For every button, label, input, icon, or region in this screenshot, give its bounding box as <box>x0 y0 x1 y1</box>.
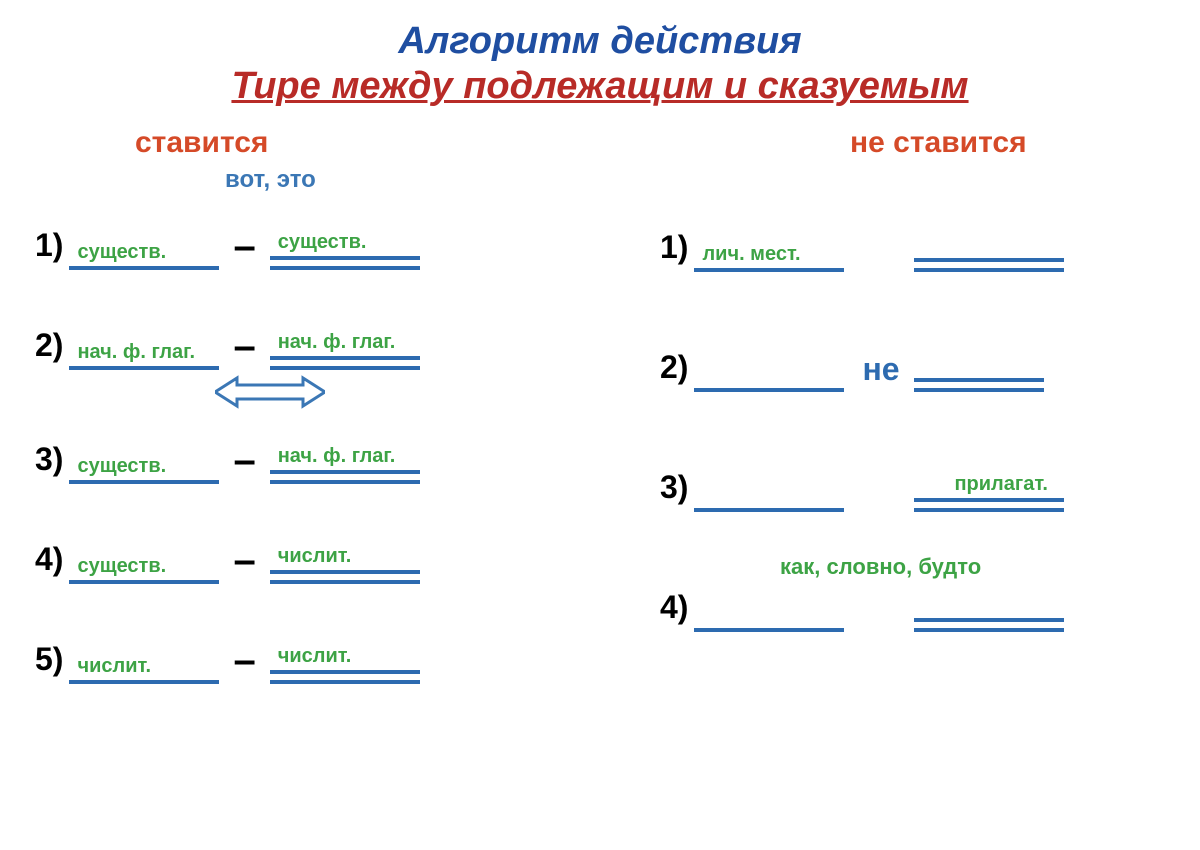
column-right: не ставится 1) лич. мест. 2) не 3) прилагат. 4… <box>600 126 1165 712</box>
right-row: 4)как, словно, будто <box>660 560 1165 632</box>
predicate-part: числит. <box>270 545 420 584</box>
middle-word <box>844 268 914 272</box>
subject-label: нач. ф. глаг. <box>77 341 195 364</box>
middle-word: не <box>844 351 913 392</box>
row-number: 1) <box>660 229 688 272</box>
title-line-1: Алгоритм действия <box>35 20 1165 63</box>
subject-part: существ. <box>69 241 219 270</box>
right-row: 3) прилагат. <box>660 440 1165 512</box>
subject-underline <box>694 628 844 632</box>
row-number: 4) <box>35 541 63 584</box>
subject-part: существ. <box>69 455 219 484</box>
right-row: 1) лич. мест. <box>660 200 1165 272</box>
predicate-label: существ. <box>278 231 367 254</box>
predicate-underline <box>914 498 1064 512</box>
predicate-part: существ. <box>270 231 420 270</box>
left-row: 4) существ. –числит. <box>35 512 600 584</box>
comparative-words-label: как, словно, будто <box>780 554 981 580</box>
right-row: 2) не <box>660 320 1165 392</box>
subject-underline <box>69 580 219 584</box>
predicate-underline <box>914 378 1044 392</box>
subject-underline <box>694 268 844 272</box>
predicate-part <box>914 618 1064 632</box>
subject-label: числит. <box>77 655 151 678</box>
subject-underline <box>69 480 219 484</box>
predicate-part <box>914 258 1064 272</box>
row-number: 2) <box>660 349 688 392</box>
predicate-label: числит. <box>278 645 352 668</box>
left-row: 1)существ.–существ. <box>35 198 600 270</box>
middle-word <box>844 628 914 632</box>
left-row: 3) существ. –нач. ф. глаг. <box>35 412 600 484</box>
predicate-underline <box>914 618 1064 632</box>
predicate-label: числит. <box>278 545 352 568</box>
subject-part: лич. мест. <box>694 243 844 272</box>
dash-separator: – <box>219 540 269 584</box>
subject-part <box>694 628 844 632</box>
row-number: 1) <box>35 227 63 270</box>
subject-label: существ. <box>77 555 166 578</box>
predicate-label: нач. ф. глаг. <box>278 331 396 354</box>
row-number: 4) <box>660 589 688 632</box>
subject-part <box>694 508 844 512</box>
subject-label: существ. <box>77 241 166 264</box>
subject-underline <box>69 366 219 370</box>
subject-part: существ. <box>69 555 219 584</box>
dash-separator: – <box>219 226 269 270</box>
bidirectional-arrow-icon <box>215 374 325 410</box>
left-hint: вот, это <box>225 166 600 194</box>
predicate-part: нач. ф. глаг. <box>270 445 420 484</box>
subject-part <box>694 386 844 392</box>
subject-part: нач. ф. глаг. <box>69 341 219 370</box>
left-header: ставится <box>135 126 600 160</box>
middle-word <box>844 508 914 512</box>
predicate-label: прилагат. <box>954 473 1047 496</box>
predicate-part <box>914 378 1044 392</box>
row-number: 3) <box>35 441 63 484</box>
predicate-underline <box>270 670 420 684</box>
row-number: 2) <box>35 327 63 370</box>
row-number: 5) <box>35 641 63 684</box>
row-number: 3) <box>660 469 688 512</box>
predicate-underline <box>914 258 1064 272</box>
subject-label: лич. мест. <box>702 243 800 266</box>
right-header: не ставится <box>850 126 1165 160</box>
dash-separator: – <box>219 640 269 684</box>
predicate-underline <box>270 570 420 584</box>
subject-underline <box>694 388 844 392</box>
dash-separator: – <box>219 440 269 484</box>
predicate-underline <box>270 356 420 370</box>
predicate-underline <box>270 256 420 270</box>
predicate-part: нач. ф. глаг. <box>270 331 420 370</box>
columns-container: ставится вот, это 1)существ.–существ.2)н… <box>35 126 1165 712</box>
dash-separator: – <box>219 326 269 370</box>
subject-underline <box>694 508 844 512</box>
predicate-part: прилагат. <box>914 473 1064 512</box>
predicate-label: нач. ф. глаг. <box>278 445 396 468</box>
title-line-2: Тире между подлежащим и сказуемым <box>35 65 1165 108</box>
predicate-part: числит. <box>270 645 420 684</box>
subject-underline <box>69 680 219 684</box>
column-left: ставится вот, это 1)существ.–существ.2)н… <box>35 126 600 712</box>
subject-label: существ. <box>77 455 166 478</box>
left-row: 2)нач. ф. глаг.–нач. ф. глаг. <box>35 298 600 370</box>
left-row: 5)числит.–числит. <box>35 612 600 684</box>
subject-part: числит. <box>69 655 219 684</box>
predicate-underline <box>270 470 420 484</box>
subject-underline <box>69 266 219 270</box>
